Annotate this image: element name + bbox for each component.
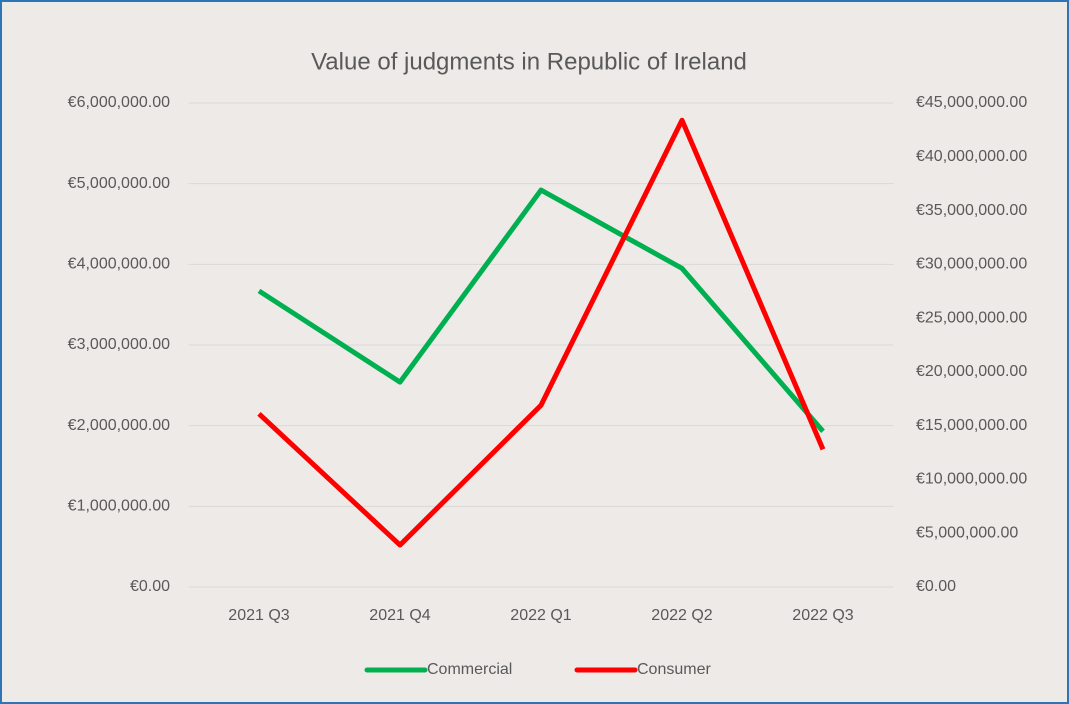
y2-tick-label: €10,000,000.00 xyxy=(916,471,1027,488)
legend-label: Consumer xyxy=(637,661,711,678)
y2-tick-label: €35,000,000.00 xyxy=(916,202,1027,219)
y2-tick-label: €45,000,000.00 xyxy=(916,94,1027,111)
x-tick-label: 2021 Q3 xyxy=(228,607,289,624)
y-tick-label: €1,000,000.00 xyxy=(68,498,170,515)
y2-tick-label: €5,000,000.00 xyxy=(916,524,1018,541)
y2-tick-label: €40,000,000.00 xyxy=(916,148,1027,165)
data-line xyxy=(257,187,825,433)
y-tick-label: €3,000,000.00 xyxy=(68,336,170,353)
y2-tick-label: €25,000,000.00 xyxy=(916,309,1027,326)
y-tick-label: €4,000,000.00 xyxy=(68,256,170,273)
x-tick-label: 2021 Q4 xyxy=(369,607,430,624)
x-tick-label: 2022 Q3 xyxy=(792,607,853,624)
x-tick-label: 2022 Q2 xyxy=(651,607,712,624)
y2-tick-label: €30,000,000.00 xyxy=(916,256,1027,273)
chart-title: Value of judgments in Republic of Irelan… xyxy=(311,48,747,75)
y-tick-label: €6,000,000.00 xyxy=(68,94,170,111)
y2-tick-label: €0.00 xyxy=(916,578,956,595)
y2-tick-label: €20,000,000.00 xyxy=(916,363,1027,380)
data-line xyxy=(257,117,826,548)
y-tick-label: €5,000,000.00 xyxy=(68,175,170,192)
y-tick-label: €0.00 xyxy=(130,578,170,595)
y-tick-label: €2,000,000.00 xyxy=(68,417,170,434)
legend-label: Commercial xyxy=(427,661,512,678)
y2-tick-label: €15,000,000.00 xyxy=(916,417,1027,434)
x-tick-label: 2022 Q1 xyxy=(510,607,571,624)
